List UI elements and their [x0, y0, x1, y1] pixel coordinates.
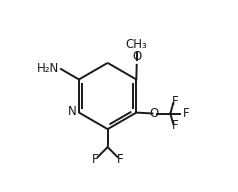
Text: N: N — [67, 105, 76, 118]
Text: O: O — [132, 50, 141, 63]
Text: F: F — [92, 153, 99, 166]
Text: CH₃: CH₃ — [126, 38, 148, 51]
Text: F: F — [172, 119, 178, 132]
Text: F: F — [117, 153, 123, 166]
Text: H₂N: H₂N — [37, 62, 59, 74]
Text: F: F — [183, 107, 189, 120]
Text: O: O — [150, 107, 159, 120]
Text: F: F — [172, 95, 178, 108]
